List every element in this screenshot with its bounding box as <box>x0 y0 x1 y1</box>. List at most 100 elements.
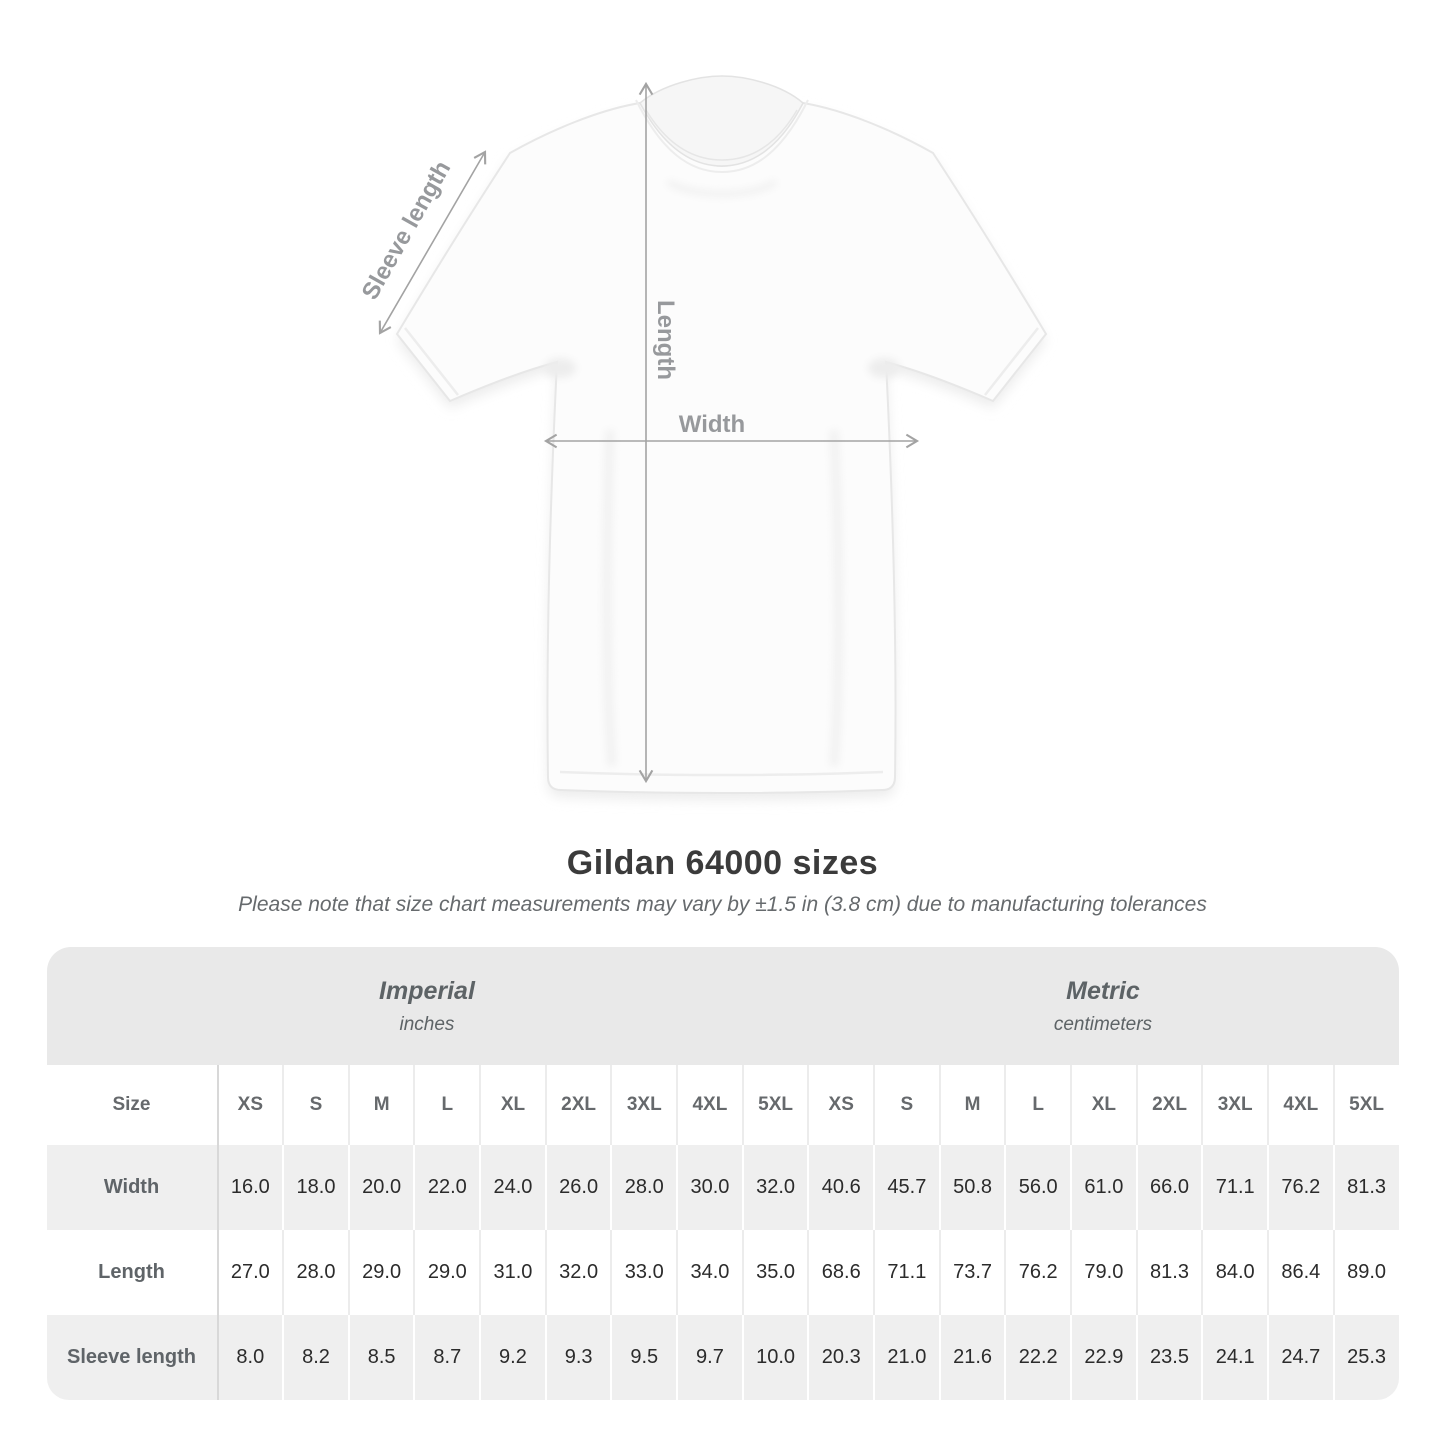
sleeve-metric-2xl: 23.5 <box>1135 1315 1202 1400</box>
length-row: Length 27.0 28.0 29.0 29.0 31.0 32.0 33.… <box>46 1230 1399 1315</box>
sleeve-metric-s: 21.0 <box>873 1315 939 1400</box>
width-arrow-label: Width <box>679 411 745 438</box>
collar-rib-edge <box>635 99 809 174</box>
collar-seam <box>645 109 798 161</box>
sleeve-metric-m: 21.6 <box>938 1315 1005 1400</box>
sleeve-imperial-4xl: 9.7 <box>676 1315 742 1400</box>
row-label-width: Width <box>46 1145 217 1230</box>
measurement-arrows <box>378 81 920 784</box>
length-imperial-4xl: 34.0 <box>676 1230 742 1315</box>
tshirt-graphic: Width Length Sleeve length <box>357 75 1047 800</box>
imperial-size-header-xs: XS <box>216 1065 283 1145</box>
length-imperial-s: 28.0 <box>282 1230 348 1315</box>
width-metric-xl: 61.0 <box>1070 1145 1136 1230</box>
width-metric-3xl: 71.1 <box>1201 1145 1267 1230</box>
imperial-size-header-m: M <box>347 1065 414 1145</box>
length-metric-l: 76.2 <box>1004 1230 1071 1315</box>
imperial-size-header-l: L <box>413 1065 480 1145</box>
fabric-folds <box>544 179 900 767</box>
size-header-row: Size XS S M L XL 2XL 3XL 4XL 5XL XS S M … <box>46 1065 1399 1145</box>
width-metric-2xl: 66.0 <box>1135 1145 1202 1230</box>
metric-size-header-xs: XS <box>807 1065 874 1145</box>
size-column-header: Size <box>46 1065 217 1145</box>
imperial-size-header-4xl: 4XL <box>676 1065 742 1145</box>
metric-size-header-4xl: 4XL <box>1267 1065 1333 1145</box>
length-metric-xs: 68.6 <box>807 1230 874 1315</box>
width-imperial-2xl: 26.0 <box>544 1145 611 1230</box>
width-imperial-xs: 16.0 <box>216 1145 283 1230</box>
size-table: Imperial inches Metric centimeters Size … <box>46 947 1399 1400</box>
metric-section-header: Metric centimeters <box>807 947 1399 1065</box>
imperial-section-header: Imperial inches <box>46 947 808 1065</box>
row-label-sleeve-length: Sleeve length <box>46 1315 217 1400</box>
unit-band-row: Imperial inches Metric centimeters <box>46 947 1399 1065</box>
length-metric-2xl: 81.3 <box>1135 1230 1202 1315</box>
sleeve-imperial-2xl: 9.3 <box>544 1315 611 1400</box>
metric-size-header-3xl: 3XL <box>1201 1065 1267 1145</box>
metric-section-title: Metric <box>1066 976 1140 1005</box>
width-row: Width 16.0 18.0 20.0 22.0 24.0 26.0 28.0… <box>46 1145 1399 1230</box>
sleeve-metric-l: 22.2 <box>1004 1315 1071 1400</box>
imperial-section-title: Imperial <box>379 976 475 1005</box>
page-title: Gildan 64000 sizes <box>566 844 879 882</box>
imperial-size-header-s: S <box>282 1065 348 1145</box>
length-imperial-xl: 31.0 <box>479 1230 545 1315</box>
length-imperial-2xl: 32.0 <box>544 1230 611 1315</box>
imperial-size-header-xl: XL <box>479 1065 545 1145</box>
width-metric-xs: 40.6 <box>807 1145 874 1230</box>
width-imperial-xl: 24.0 <box>479 1145 545 1230</box>
length-metric-3xl: 84.0 <box>1201 1230 1267 1315</box>
metric-size-header-m: M <box>938 1065 1005 1145</box>
width-metric-5xl: 81.3 <box>1332 1145 1399 1230</box>
length-metric-5xl: 89.0 <box>1332 1230 1399 1315</box>
right-sleeve-hem <box>984 327 1039 396</box>
sleeve-imperial-s: 8.2 <box>282 1315 348 1400</box>
sleeve-imperial-xs: 8.0 <box>216 1315 283 1400</box>
tshirt-measurement-diagram: Width Length Sleeve length <box>357 75 1047 800</box>
width-metric-s: 45.7 <box>873 1145 939 1230</box>
length-arrow-label: Length <box>652 300 679 380</box>
length-metric-m: 73.7 <box>938 1230 1005 1315</box>
sleeve-metric-xl: 22.9 <box>1070 1315 1136 1400</box>
length-imperial-m: 29.0 <box>347 1230 414 1315</box>
sleeve-length-arrow <box>378 150 487 335</box>
length-imperial-5xl: 35.0 <box>741 1230 808 1315</box>
width-imperial-s: 18.0 <box>282 1145 348 1230</box>
length-metric-4xl: 86.4 <box>1267 1230 1333 1315</box>
tshirt-collar <box>639 75 804 167</box>
sleeve-metric-xs: 20.3 <box>807 1315 874 1400</box>
width-metric-m: 50.8 <box>938 1145 1005 1230</box>
sleeve-imperial-5xl: 10.0 <box>741 1315 808 1400</box>
sleeve-metric-5xl: 25.3 <box>1332 1315 1399 1400</box>
length-metric-xl: 79.0 <box>1070 1230 1136 1315</box>
width-imperial-l: 22.0 <box>413 1145 480 1230</box>
sleeve-imperial-l: 8.7 <box>413 1315 480 1400</box>
imperial-section-unit: inches <box>399 1013 455 1035</box>
length-metric-s: 71.1 <box>873 1230 939 1315</box>
sleeve-imperial-m: 8.5 <box>347 1315 414 1400</box>
sleeve-length-row: Sleeve length 8.0 8.2 8.5 8.7 9.2 9.3 9.… <box>46 1315 1399 1400</box>
length-imperial-l: 29.0 <box>413 1230 480 1315</box>
imperial-size-header-2xl: 2XL <box>544 1065 611 1145</box>
sleeve-metric-3xl: 24.1 <box>1201 1315 1267 1400</box>
metric-section-unit: centimeters <box>1053 1013 1153 1035</box>
length-imperial-xs: 27.0 <box>216 1230 283 1315</box>
metric-size-header-l: L <box>1004 1065 1071 1145</box>
row-label-length: Length <box>46 1230 217 1315</box>
metric-size-header-xl: XL <box>1070 1065 1136 1145</box>
width-imperial-4xl: 30.0 <box>676 1145 742 1230</box>
sleeve-imperial-xl: 9.2 <box>479 1315 545 1400</box>
metric-size-header-s: S <box>873 1065 939 1145</box>
width-metric-l: 56.0 <box>1004 1145 1071 1230</box>
sleeve-metric-4xl: 24.7 <box>1267 1315 1333 1400</box>
width-imperial-3xl: 28.0 <box>610 1145 677 1230</box>
width-imperial-m: 20.0 <box>347 1145 414 1230</box>
tolerance-note: Please note that size chart measurements… <box>238 893 1207 916</box>
length-imperial-3xl: 33.0 <box>610 1230 677 1315</box>
sleeve-imperial-3xl: 9.5 <box>610 1315 677 1400</box>
metric-size-header-2xl: 2XL <box>1135 1065 1202 1145</box>
width-imperial-5xl: 32.0 <box>741 1145 808 1230</box>
imperial-size-header-3xl: 3XL <box>610 1065 677 1145</box>
metric-size-header-5xl: 5XL <box>1332 1065 1399 1145</box>
left-sleeve-hem <box>404 327 459 396</box>
